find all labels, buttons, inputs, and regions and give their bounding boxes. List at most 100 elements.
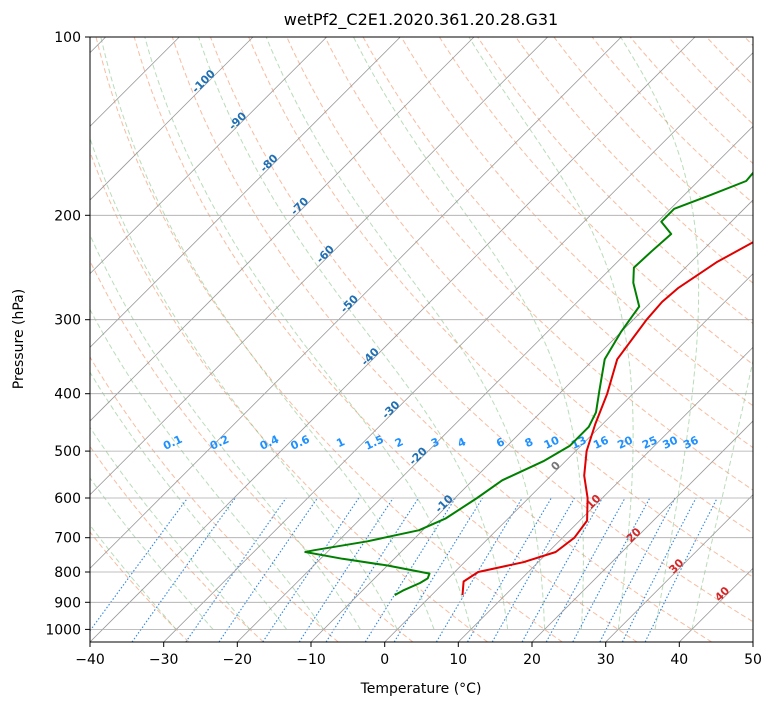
moist-adiabat <box>90 426 251 630</box>
x-tick-label: 50 <box>744 652 762 668</box>
mixing-ratio-line <box>572 497 651 642</box>
y-tick-label: 400 <box>54 387 81 403</box>
dry-adiabat <box>400 37 753 407</box>
isotherm <box>679 567 753 642</box>
mixing-ratio-line <box>644 497 718 642</box>
mixing-ratio-label: 36 <box>681 433 701 451</box>
isotherm <box>752 641 753 642</box>
dry-adiabat <box>95 37 563 642</box>
isotherm <box>531 420 753 642</box>
mixing-ratio-label: 8 <box>523 435 535 450</box>
mixing-ratio-line <box>364 497 456 642</box>
y-tick-label: 100 <box>54 30 81 46</box>
moist-adiabat <box>198 37 509 630</box>
mixing-ratio-label: 2 <box>393 435 405 450</box>
y-tick-label: 600 <box>54 491 81 507</box>
isotherm <box>605 494 753 642</box>
mixing-ratio-label: 0.1 <box>161 433 184 453</box>
dry-adiabat <box>210 37 753 623</box>
moist-adiabat <box>265 37 546 630</box>
mixing-ratio-label: 20 <box>615 433 635 451</box>
x-tick-label: −20 <box>223 652 253 668</box>
dry-adiabat <box>171 37 712 642</box>
mixing-ratio-line <box>262 497 360 642</box>
dry-adiabat <box>133 37 638 642</box>
dry-adiabat <box>668 37 753 125</box>
mixing-ratio-label: 25 <box>640 434 659 452</box>
isotherm <box>310 199 753 642</box>
mixing-ratio-line <box>298 497 394 642</box>
isotherm-label: -50 <box>338 292 361 315</box>
dry-adiabat <box>324 37 753 491</box>
isotherm <box>90 37 696 642</box>
dry-adiabat <box>515 37 753 284</box>
isotherm <box>237 125 753 642</box>
isotherm-label: -80 <box>257 151 280 174</box>
dry-adiabat <box>90 356 339 642</box>
y-axis: 100 200 300 400 500 600 700 800 900 1000 <box>45 30 90 638</box>
moist-adiabat <box>90 371 288 630</box>
isotherm-label: -90 <box>226 109 249 132</box>
x-tick-label: 20 <box>523 652 541 668</box>
y-tick-label: 300 <box>54 313 81 329</box>
mixing-ratio-line <box>545 497 626 642</box>
mixing-ratio-label: 0.6 <box>289 433 312 453</box>
isotherm <box>90 37 475 422</box>
moist-adiabat <box>468 37 634 630</box>
temperature-line <box>461 241 753 596</box>
mixing-ratio-line <box>393 497 483 642</box>
mixing-ratio-label: 1.5 <box>363 433 386 453</box>
moist-adiabat <box>90 233 361 630</box>
x-tick-label: −30 <box>149 652 179 668</box>
dry-adiabat <box>90 150 488 642</box>
y-tick-label: 1000 <box>45 622 81 638</box>
x-tick-label: 10 <box>449 652 467 668</box>
dry-adiabat <box>591 37 753 204</box>
isotherm-label: 30 <box>666 556 686 576</box>
mixing-ratio-line <box>521 497 603 642</box>
isotherm-label: 20 <box>624 525 644 545</box>
dry-adiabat <box>744 37 753 47</box>
isotherm <box>384 273 753 642</box>
dry-adiabat <box>90 445 264 642</box>
y-tick-label: 900 <box>54 595 81 611</box>
mixing-ratio-line <box>621 497 697 642</box>
dry-adiabat <box>362 37 753 449</box>
isotherm-label: 40 <box>712 584 732 604</box>
x-tick-label: 30 <box>597 652 615 668</box>
x-axis: −40 −30 −20 −10 0 10 20 30 40 50 <box>75 642 762 668</box>
mixing-ratio-line <box>218 497 318 642</box>
chart-title: wetPf2_C2E1.2020.361.20.28.G31 <box>284 10 558 30</box>
dry-adiabat <box>706 37 753 86</box>
mixing-ratio-label: 30 <box>661 433 681 451</box>
mixing-ratio-line <box>90 497 189 632</box>
moist-adiabat <box>100 37 435 630</box>
isotherm <box>90 37 622 569</box>
mixing-ratio-label: 16 <box>591 433 611 451</box>
x-tick-label: −10 <box>296 652 326 668</box>
dry-adiabat <box>90 259 414 642</box>
mixing-ratio-line <box>491 497 575 642</box>
isotherm-label: -60 <box>314 242 337 265</box>
isotherm <box>90 37 327 275</box>
moist-adiabat <box>90 477 214 630</box>
mixing-ratio-label: 1 <box>334 435 346 450</box>
moist-adiabat <box>353 37 584 630</box>
isotherm <box>90 37 254 201</box>
dewpoint-line <box>304 171 753 596</box>
dry-adiabat <box>248 37 753 578</box>
x-tick-label: 0 <box>380 652 389 668</box>
isotherm <box>163 52 753 642</box>
mixing-ratio-line <box>325 497 419 642</box>
y-axis-label: Pressure (hPa) <box>11 289 27 389</box>
isotherm-label: -20 <box>407 444 430 467</box>
moist-adiabat <box>620 37 700 630</box>
plot-frame <box>89 36 754 643</box>
mixing-ratio-line <box>467 497 552 642</box>
isotherm-label: -100 <box>189 67 218 96</box>
isotherm-label: -10 <box>433 492 456 515</box>
moist-adiabat <box>90 136 398 630</box>
moist-adiabat <box>90 308 324 630</box>
isoline-labels: 0.1 0.2 0.4 0.6 1 1.5 2 3 4 6 8 10 13 16 20 25 30 36-100-… <box>161 67 732 604</box>
